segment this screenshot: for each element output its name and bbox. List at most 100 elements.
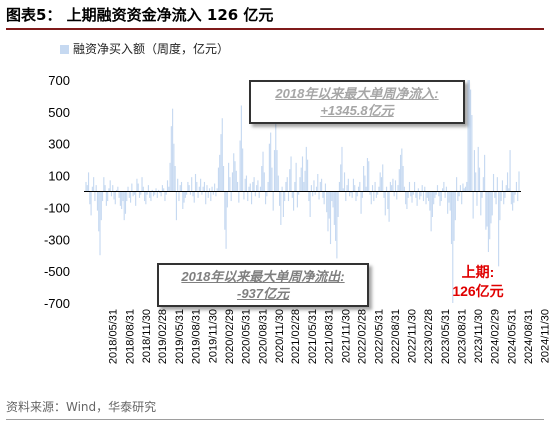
bar <box>347 178 349 192</box>
y-tick-label: 300 <box>48 137 70 152</box>
bar <box>448 191 450 203</box>
x-tick-label: 2024/02/29 <box>490 309 502 364</box>
bar <box>107 191 109 202</box>
bar <box>252 181 254 192</box>
bar <box>487 191 489 253</box>
bar <box>272 191 274 211</box>
bar <box>146 191 148 195</box>
bar <box>186 191 188 195</box>
bar <box>177 178 179 192</box>
x-tick-label: 2021/05/31 <box>307 309 319 364</box>
bar <box>424 186 426 192</box>
bar <box>391 185 393 192</box>
bar <box>304 170 306 192</box>
title-underline <box>6 28 544 30</box>
bar <box>410 191 412 197</box>
bar <box>335 191 337 241</box>
bar <box>144 191 146 202</box>
bar <box>159 191 161 194</box>
bar <box>389 181 391 192</box>
bar <box>303 181 305 192</box>
bar <box>179 185 181 192</box>
bar <box>284 191 286 202</box>
bar <box>462 183 464 192</box>
bar <box>373 191 375 202</box>
bar <box>426 191 428 198</box>
bar <box>250 191 253 205</box>
bar <box>450 191 453 245</box>
bar <box>192 191 194 197</box>
bar <box>140 191 142 195</box>
bar <box>86 185 88 192</box>
x-tick-label: 2019/05/31 <box>174 309 186 364</box>
bar <box>155 188 157 192</box>
bar <box>280 191 282 225</box>
y-tick-label: -500 <box>44 264 70 279</box>
bar <box>231 172 234 192</box>
bar <box>277 175 279 192</box>
bar <box>221 118 223 192</box>
bar <box>324 183 326 192</box>
bar <box>89 191 91 205</box>
bar <box>375 191 377 198</box>
bar <box>236 181 239 192</box>
bar <box>203 181 206 192</box>
bar <box>333 191 335 225</box>
bar <box>307 159 309 192</box>
bar <box>156 191 158 198</box>
bar <box>308 191 310 202</box>
bar <box>295 162 297 192</box>
bar <box>294 181 296 192</box>
bar <box>312 191 314 197</box>
bar <box>206 185 208 192</box>
bar <box>445 186 447 192</box>
bar <box>180 181 183 192</box>
bar <box>346 185 348 192</box>
x-tick-label: 2022/11/30 <box>407 309 419 363</box>
x-tick-label: 2020/08/31 <box>257 309 269 364</box>
bar <box>225 191 227 249</box>
x-tick-label: 2024/05/31 <box>506 309 518 364</box>
bar <box>165 191 167 195</box>
bar <box>363 166 365 192</box>
bar <box>152 191 155 197</box>
bar <box>498 191 500 267</box>
chart-legend: 融资净买入额（周度，亿元） <box>60 42 229 56</box>
bar <box>369 191 371 195</box>
y-axis-tick-labels: -700 -500 -300 -100 100 300 500 700 <box>44 73 70 311</box>
bar <box>472 191 474 219</box>
bar <box>480 191 482 216</box>
bar <box>407 191 409 198</box>
bar <box>233 153 235 192</box>
bar <box>91 186 93 192</box>
bar <box>495 191 497 205</box>
bar <box>332 191 334 208</box>
bar <box>513 191 515 203</box>
bar <box>431 191 433 217</box>
bar <box>202 186 204 192</box>
bar <box>184 191 186 198</box>
bar-group <box>85 80 520 303</box>
y-tick-label: -100 <box>44 200 70 215</box>
bar <box>394 180 397 192</box>
bar <box>235 170 237 192</box>
bar <box>133 191 135 195</box>
bar <box>471 115 473 192</box>
x-tick-label: 2021/02/28 <box>290 309 302 364</box>
bar <box>298 191 300 195</box>
bar <box>173 143 175 192</box>
bar <box>500 191 502 202</box>
bar <box>214 183 216 192</box>
bar <box>380 177 383 192</box>
bar <box>217 167 220 192</box>
bar <box>119 191 121 206</box>
bar <box>85 181 87 192</box>
bar <box>314 191 316 195</box>
bar <box>296 191 298 208</box>
bar <box>114 191 116 205</box>
bar <box>172 108 174 192</box>
bar <box>121 191 123 210</box>
bar <box>361 191 363 198</box>
y-tick-label: -300 <box>44 232 70 247</box>
bar <box>99 191 101 256</box>
